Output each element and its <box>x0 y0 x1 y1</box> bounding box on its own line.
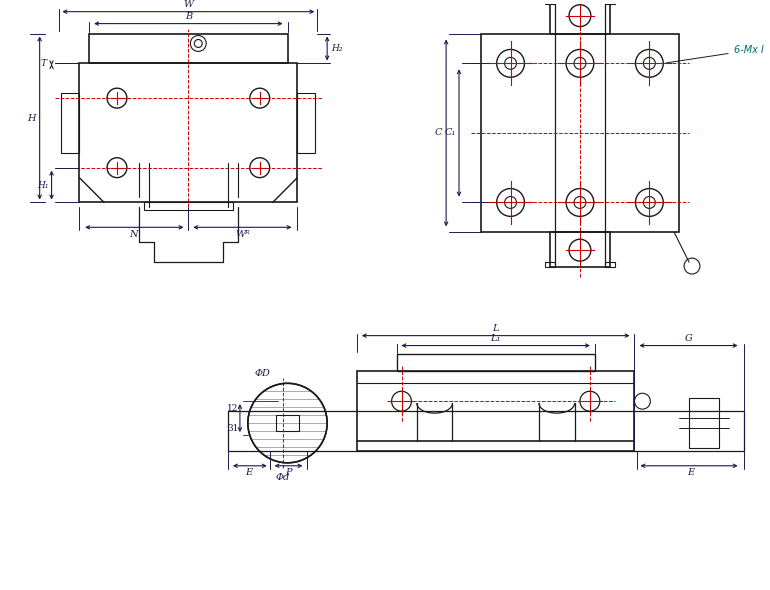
Bar <box>604 0 614 4</box>
Bar <box>297 93 315 153</box>
Text: W: W <box>183 0 193 9</box>
Text: C₁: C₁ <box>444 129 456 137</box>
Text: H₂: H₂ <box>331 44 343 53</box>
Bar <box>144 202 233 211</box>
Text: Φd: Φd <box>276 473 290 482</box>
Text: Wᴿ: Wᴿ <box>236 230 250 239</box>
Bar <box>545 0 555 4</box>
Bar <box>551 232 610 267</box>
Text: 6-Mx I: 6-Mx I <box>666 45 764 63</box>
Bar <box>89 34 287 63</box>
Bar <box>62 93 79 153</box>
Text: G: G <box>685 334 692 343</box>
Text: H: H <box>28 113 36 123</box>
Bar <box>604 262 614 267</box>
Bar <box>480 34 679 232</box>
Text: N: N <box>129 230 138 239</box>
Bar <box>228 411 744 451</box>
Bar <box>689 398 718 448</box>
Text: H₁: H₁ <box>37 181 49 189</box>
Bar <box>545 262 555 267</box>
Text: P: P <box>285 468 292 477</box>
Bar <box>79 63 297 202</box>
Text: L₁: L₁ <box>490 334 501 343</box>
Bar <box>276 415 300 431</box>
Text: ΦD: ΦD <box>255 369 271 378</box>
Text: L: L <box>493 324 499 333</box>
Text: T: T <box>41 59 47 68</box>
Text: E: E <box>687 468 694 477</box>
Text: C: C <box>434 129 442 137</box>
Bar <box>551 0 610 34</box>
Bar <box>357 371 634 451</box>
Bar <box>397 353 595 371</box>
Text: 12: 12 <box>227 404 239 412</box>
Text: B: B <box>185 12 192 21</box>
Text: 31: 31 <box>227 424 239 432</box>
Text: E: E <box>246 468 253 477</box>
